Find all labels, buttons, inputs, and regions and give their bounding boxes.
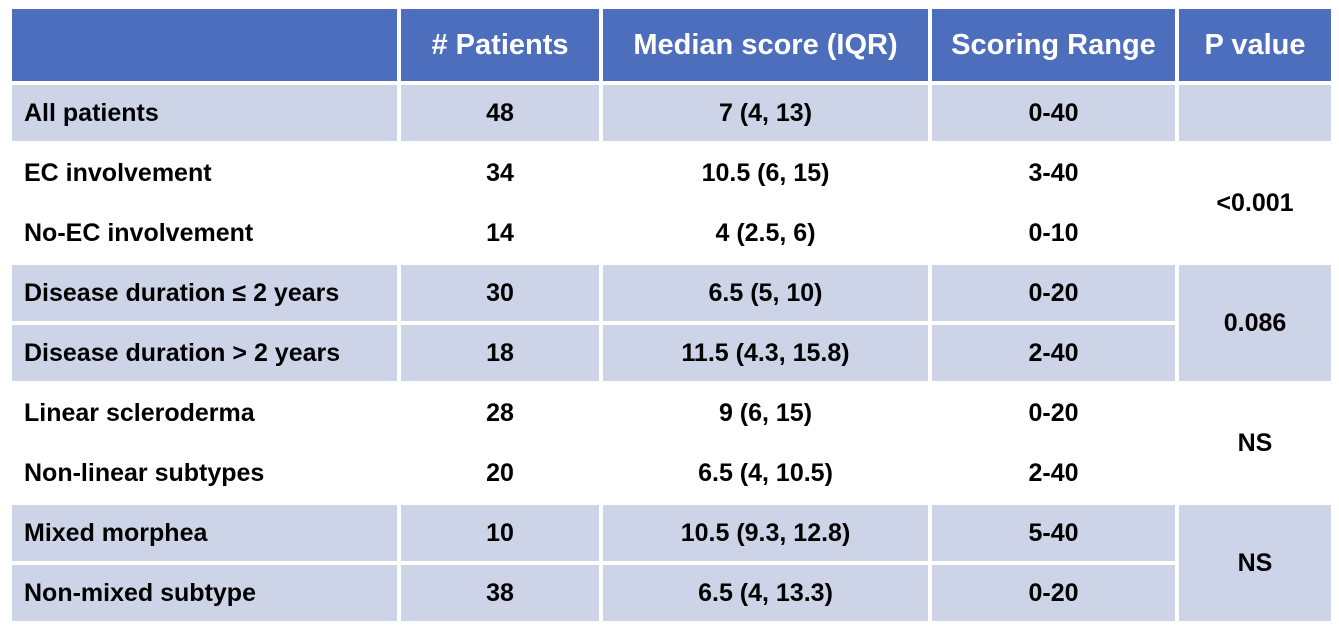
cell-range: 0-40 [932,85,1175,141]
cell-range: 0-20 [932,265,1175,321]
row-label: Disease duration ≤ 2 years [12,265,397,321]
cell-pvalue: 0.086 [1179,265,1331,381]
cell-patients: 20 [401,445,599,501]
cell-median: 11.5 (4.3, 15.8) [603,325,928,381]
cell-patients: 38 [401,565,599,621]
cell-patients: 34 [401,145,599,201]
cell-range: 3-40 [932,145,1175,201]
results-table: # Patients Median score (IQR) Scoring Ra… [8,5,1335,625]
col-header-p-value: P value [1179,9,1331,81]
table-row-duration-gt-2y: Disease duration > 2 years 18 11.5 (4.3,… [12,325,1331,381]
cell-pvalue [1179,85,1331,141]
cell-median: 9 (6, 15) [603,385,928,441]
row-label: Linear scleroderma [12,385,397,441]
cell-median: 6.5 (4, 13.3) [603,565,928,621]
cell-median: 6.5 (4, 10.5) [603,445,928,501]
table-row-linear-scleroderma: Linear scleroderma 28 9 (6, 15) 0-20 NS [12,385,1331,501]
row-label: Non-linear subtypes [12,445,397,501]
cell-patients: 18 [401,325,599,381]
cell-range: 0-20 [932,385,1175,441]
header-row: # Patients Median score (IQR) Scoring Ra… [12,9,1331,81]
cell-median: 10.5 (9.3, 12.8) [603,505,928,561]
cell-median: 10.5 (6, 15) [603,145,928,201]
cell-range: 2-40 [932,325,1175,381]
row-label: Mixed morphea [12,505,397,561]
cell-patients: 10 [401,505,599,561]
cell-pvalue: <0.001 [1179,145,1331,261]
row-label: Disease duration > 2 years [12,325,397,381]
cell-patients: 30 [401,265,599,321]
table-row-non-mixed-subtype: Non-mixed subtype 38 6.5 (4, 13.3) 0-20 [12,565,1331,621]
table-row-duration-le-2y: Disease duration ≤ 2 years 30 6.5 (5, 10… [12,265,1331,381]
col-header-patients: # Patients [401,9,599,81]
cell-patients: 28 [401,385,599,441]
table-row-all-patients: All patients 48 7 (4, 13) 0-40 [12,85,1331,141]
table-row-non-linear-subtypes: Non-linear subtypes 20 6.5 (4, 10.5) 2-4… [12,445,1331,501]
table-row-no-ec-involvement: No-EC involvement 14 4 (2.5, 6) 0-10 [12,205,1331,261]
cell-median: 7 (4, 13) [603,85,928,141]
cell-range: 2-40 [932,445,1175,501]
table-row-ec-involvement: EC involvement 34 10.5 (6, 15) 3-40 <0.0… [12,145,1331,261]
row-label: Non-mixed subtype [12,565,397,621]
table-row-mixed-morphea: Mixed morphea 10 10.5 (9.3, 12.8) 5-40 N… [12,505,1331,621]
cell-median: 4 (2.5, 6) [603,205,928,261]
cell-pvalue: NS [1179,505,1331,621]
cell-range: 0-20 [932,565,1175,621]
cell-median: 6.5 (5, 10) [603,265,928,321]
row-label: All patients [12,85,397,141]
col-header-empty [12,9,397,81]
col-header-scoring-range: Scoring Range [932,9,1175,81]
cell-patients: 14 [401,205,599,261]
row-label: EC involvement [12,145,397,201]
cell-pvalue: NS [1179,385,1331,501]
row-label: No-EC involvement [12,205,397,261]
col-header-median-score: Median score (IQR) [603,9,928,81]
cell-range: 0-10 [932,205,1175,261]
cell-range: 5-40 [932,505,1175,561]
cell-patients: 48 [401,85,599,141]
